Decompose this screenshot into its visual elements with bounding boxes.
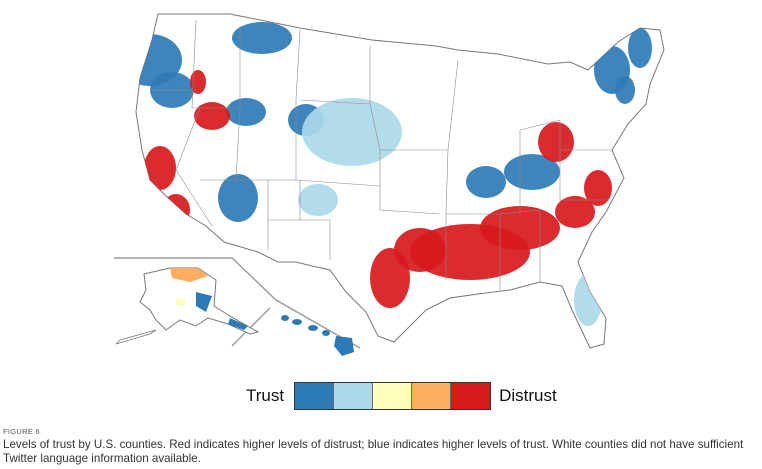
- state-boundaries: [150, 19, 612, 290]
- region-blobs: [136, 22, 652, 326]
- legend-swatch-neutral: [373, 383, 413, 409]
- legend-swatch-high-trust: [295, 383, 335, 409]
- legend-swatch-distrust: [412, 383, 452, 409]
- region-northern-rockies-1: [226, 98, 266, 126]
- alaska-inset: [115, 267, 260, 345]
- region-great-basin: [194, 102, 230, 130]
- county-fills: [136, 22, 652, 326]
- region-new-england: [628, 28, 652, 68]
- region-desert-southwest: [218, 174, 258, 222]
- region-california-1: [162, 194, 190, 226]
- legend-swatch-high-distrust: [451, 383, 491, 409]
- legend: Trust Distrust: [246, 381, 557, 411]
- legend-swatch-trust: [334, 383, 374, 409]
- region-great-plains-1: [298, 184, 338, 216]
- figure-caption: FIGURE 6 Levels of trust by U.S. countie…: [3, 427, 761, 466]
- region-appalachia: [504, 154, 560, 190]
- region-new-england-1: [615, 76, 635, 104]
- legend-low-label: Trust: [246, 386, 285, 405]
- region-northern-rockies: [232, 22, 292, 54]
- us-county-trust-map: [114, 13, 665, 356]
- inset-frame-lines: [114, 257, 361, 349]
- region-florida: [574, 274, 602, 326]
- region-great-plains: [302, 98, 402, 166]
- region-carolinas-1: [538, 122, 574, 162]
- region-carolinas: [555, 196, 595, 228]
- region-great-basin-1: [190, 70, 206, 94]
- legend-swatches: [294, 382, 492, 410]
- hawaii-inset: [281, 315, 354, 356]
- figure-label: FIGURE 6: [3, 427, 40, 436]
- region-carolinas-2: [584, 170, 612, 206]
- legend-high-label: Distrust: [499, 386, 557, 405]
- us-outline: [135, 13, 665, 349]
- caption-text: Levels of trust by U.S. counties. Red in…: [3, 438, 744, 465]
- region-appalachia-1: [466, 166, 506, 198]
- region-california: [144, 146, 176, 190]
